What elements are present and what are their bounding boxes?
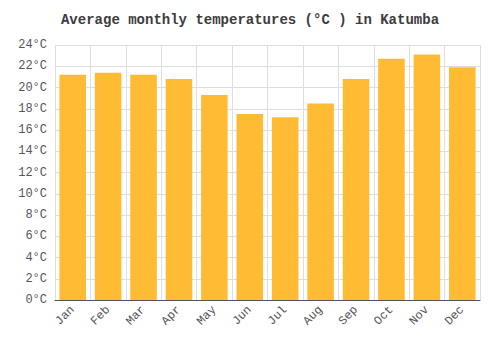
svg-text:24°C: 24°C (18, 38, 47, 52)
svg-text:Nov: Nov (407, 303, 432, 328)
svg-text:2°C: 2°C (25, 272, 47, 286)
svg-text:Mar: Mar (123, 303, 148, 328)
svg-text:Aug: Aug (300, 303, 325, 328)
svg-text:Average monthly temperatures (: Average monthly temperatures (°C ) in Ka… (61, 12, 440, 28)
svg-text:Jun: Jun (230, 303, 255, 328)
svg-text:0°C: 0°C (25, 293, 47, 307)
svg-text:14°C: 14°C (18, 144, 47, 158)
svg-text:22°C: 22°C (18, 59, 47, 73)
svg-text:May: May (194, 303, 219, 328)
svg-text:16°C: 16°C (18, 123, 47, 137)
svg-text:12°C: 12°C (18, 166, 47, 180)
svg-text:4°C: 4°C (25, 251, 47, 265)
svg-text:Oct: Oct (371, 303, 396, 328)
svg-text:Dec: Dec (442, 303, 467, 328)
svg-text:8°C: 8°C (25, 208, 47, 222)
svg-text:6°C: 6°C (25, 229, 47, 243)
svg-text:Jul: Jul (265, 303, 290, 328)
svg-text:Apr: Apr (159, 303, 184, 328)
svg-text:Feb: Feb (88, 303, 113, 328)
svg-text:Sep: Sep (336, 303, 361, 328)
svg-text:18°C: 18°C (18, 102, 47, 116)
svg-text:Jan: Jan (53, 303, 78, 328)
svg-text:10°C: 10°C (18, 187, 47, 201)
svg-text:20°C: 20°C (18, 81, 47, 95)
